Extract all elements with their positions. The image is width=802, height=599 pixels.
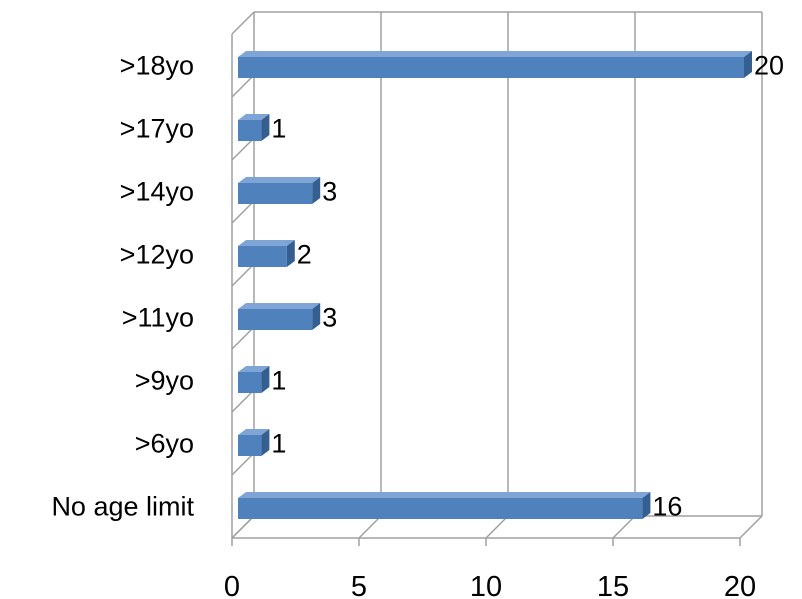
bar-front-face [238, 435, 262, 456]
x-tick-label: 15 [597, 571, 629, 599]
bar [238, 51, 752, 78]
side-wall-line [231, 11, 255, 35]
bar-front-face [238, 309, 313, 330]
grid [231, 11, 763, 546]
category-label: >12yo [120, 240, 194, 270]
bar-top-face [238, 366, 270, 372]
data-label: 16 [652, 492, 682, 522]
bar-front-face [238, 57, 744, 78]
floor-line [358, 515, 382, 539]
data-label: 3 [322, 177, 337, 207]
category-label: >14yo [120, 177, 194, 207]
category-label: >17yo [120, 114, 194, 144]
data-label: 2 [297, 240, 312, 270]
bar-side-face [286, 240, 295, 267]
data-label: 3 [322, 303, 337, 333]
bar [238, 114, 270, 141]
bar-front-face [238, 120, 262, 141]
floor-line [612, 515, 636, 539]
bar [238, 492, 651, 519]
labels: 0 5 10 15 20 20 >18yo 1 >17yo 3 >14yo 2 >12yo 3 >11yo 1… [51, 51, 784, 599]
side-wall-line [231, 137, 255, 161]
floor-line [739, 515, 763, 539]
category-label: >6yo [135, 429, 194, 459]
category-label: >9yo [135, 366, 194, 396]
side-wall-line [231, 74, 255, 98]
bar [238, 429, 270, 456]
bar-front-face [238, 246, 287, 267]
data-label: 1 [271, 366, 286, 396]
side-wall-line [231, 263, 255, 287]
bars [238, 51, 752, 519]
bar-top-face [238, 177, 321, 183]
category-label: >11yo [122, 303, 194, 333]
side-wall-line [231, 515, 255, 539]
bar-side-face [312, 303, 321, 330]
category-label: >18yo [120, 51, 194, 81]
side-wall-line [231, 389, 255, 413]
bar-top-face [238, 303, 321, 309]
bar [238, 240, 295, 267]
side-wall-line [231, 200, 255, 224]
category-label: No age limit [51, 492, 194, 522]
bar [238, 177, 321, 204]
data-label: 1 [271, 429, 286, 459]
x-tick-label: 5 [351, 571, 367, 599]
bar-side-face [312, 177, 321, 204]
bar-side-face [261, 429, 270, 456]
floor-line [485, 515, 509, 539]
bar-front-face [238, 372, 262, 393]
x-tick-label: 20 [724, 571, 756, 599]
bar-front-face [238, 498, 643, 519]
side-wall-line [231, 326, 255, 350]
bar-top-face [238, 240, 295, 246]
bar-side-face [261, 366, 270, 393]
bar-side-face [642, 492, 651, 519]
bar-top-face [238, 114, 270, 120]
bar-side-face [744, 51, 752, 78]
bar-side-face [261, 114, 270, 141]
bar-top-face [238, 51, 752, 57]
data-label: 20 [754, 51, 784, 81]
bar [238, 366, 270, 393]
x-tick-label: 10 [470, 571, 502, 599]
bar-front-face [238, 183, 313, 204]
bar-top-face [238, 492, 651, 498]
data-label: 1 [271, 114, 286, 144]
x-tick-label: 0 [224, 571, 240, 599]
bar [238, 303, 321, 330]
side-wall-line [231, 452, 255, 476]
bar-top-face [238, 429, 270, 435]
